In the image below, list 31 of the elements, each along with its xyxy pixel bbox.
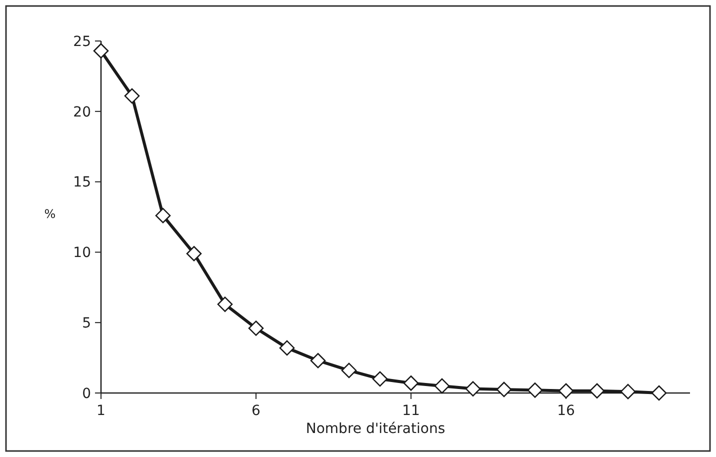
point [403, 375, 419, 391]
y-tick-label: 10 [73, 245, 91, 262]
x-tick-label: 16 [557, 403, 575, 419]
point [155, 208, 171, 224]
point [496, 382, 512, 398]
point [589, 383, 605, 399]
point [93, 43, 109, 59]
y-tick-label: 5 [82, 316, 91, 332]
x-axis-title: Nombre d'itérations [306, 421, 446, 437]
point [124, 88, 140, 104]
point [279, 340, 295, 356]
x-tick-label: 1 [96, 403, 106, 419]
point [341, 362, 357, 378]
point [465, 381, 481, 396]
point [434, 378, 450, 394]
point [620, 384, 636, 400]
point [310, 352, 326, 368]
y-tick-label: 0 [82, 386, 91, 402]
point [558, 383, 574, 399]
point [527, 382, 543, 398]
y-axis-title: % [44, 207, 56, 221]
point [248, 320, 264, 336]
y-tick-label: 20 [73, 104, 91, 120]
x-tick-label: 6 [252, 403, 261, 419]
point [372, 371, 388, 387]
x-tick-label: 11 [402, 403, 420, 419]
point [217, 296, 233, 312]
point [651, 385, 667, 401]
y-tick-label: 15 [73, 174, 91, 191]
point [186, 246, 202, 262]
y-tick-label: 25 [73, 34, 91, 50]
